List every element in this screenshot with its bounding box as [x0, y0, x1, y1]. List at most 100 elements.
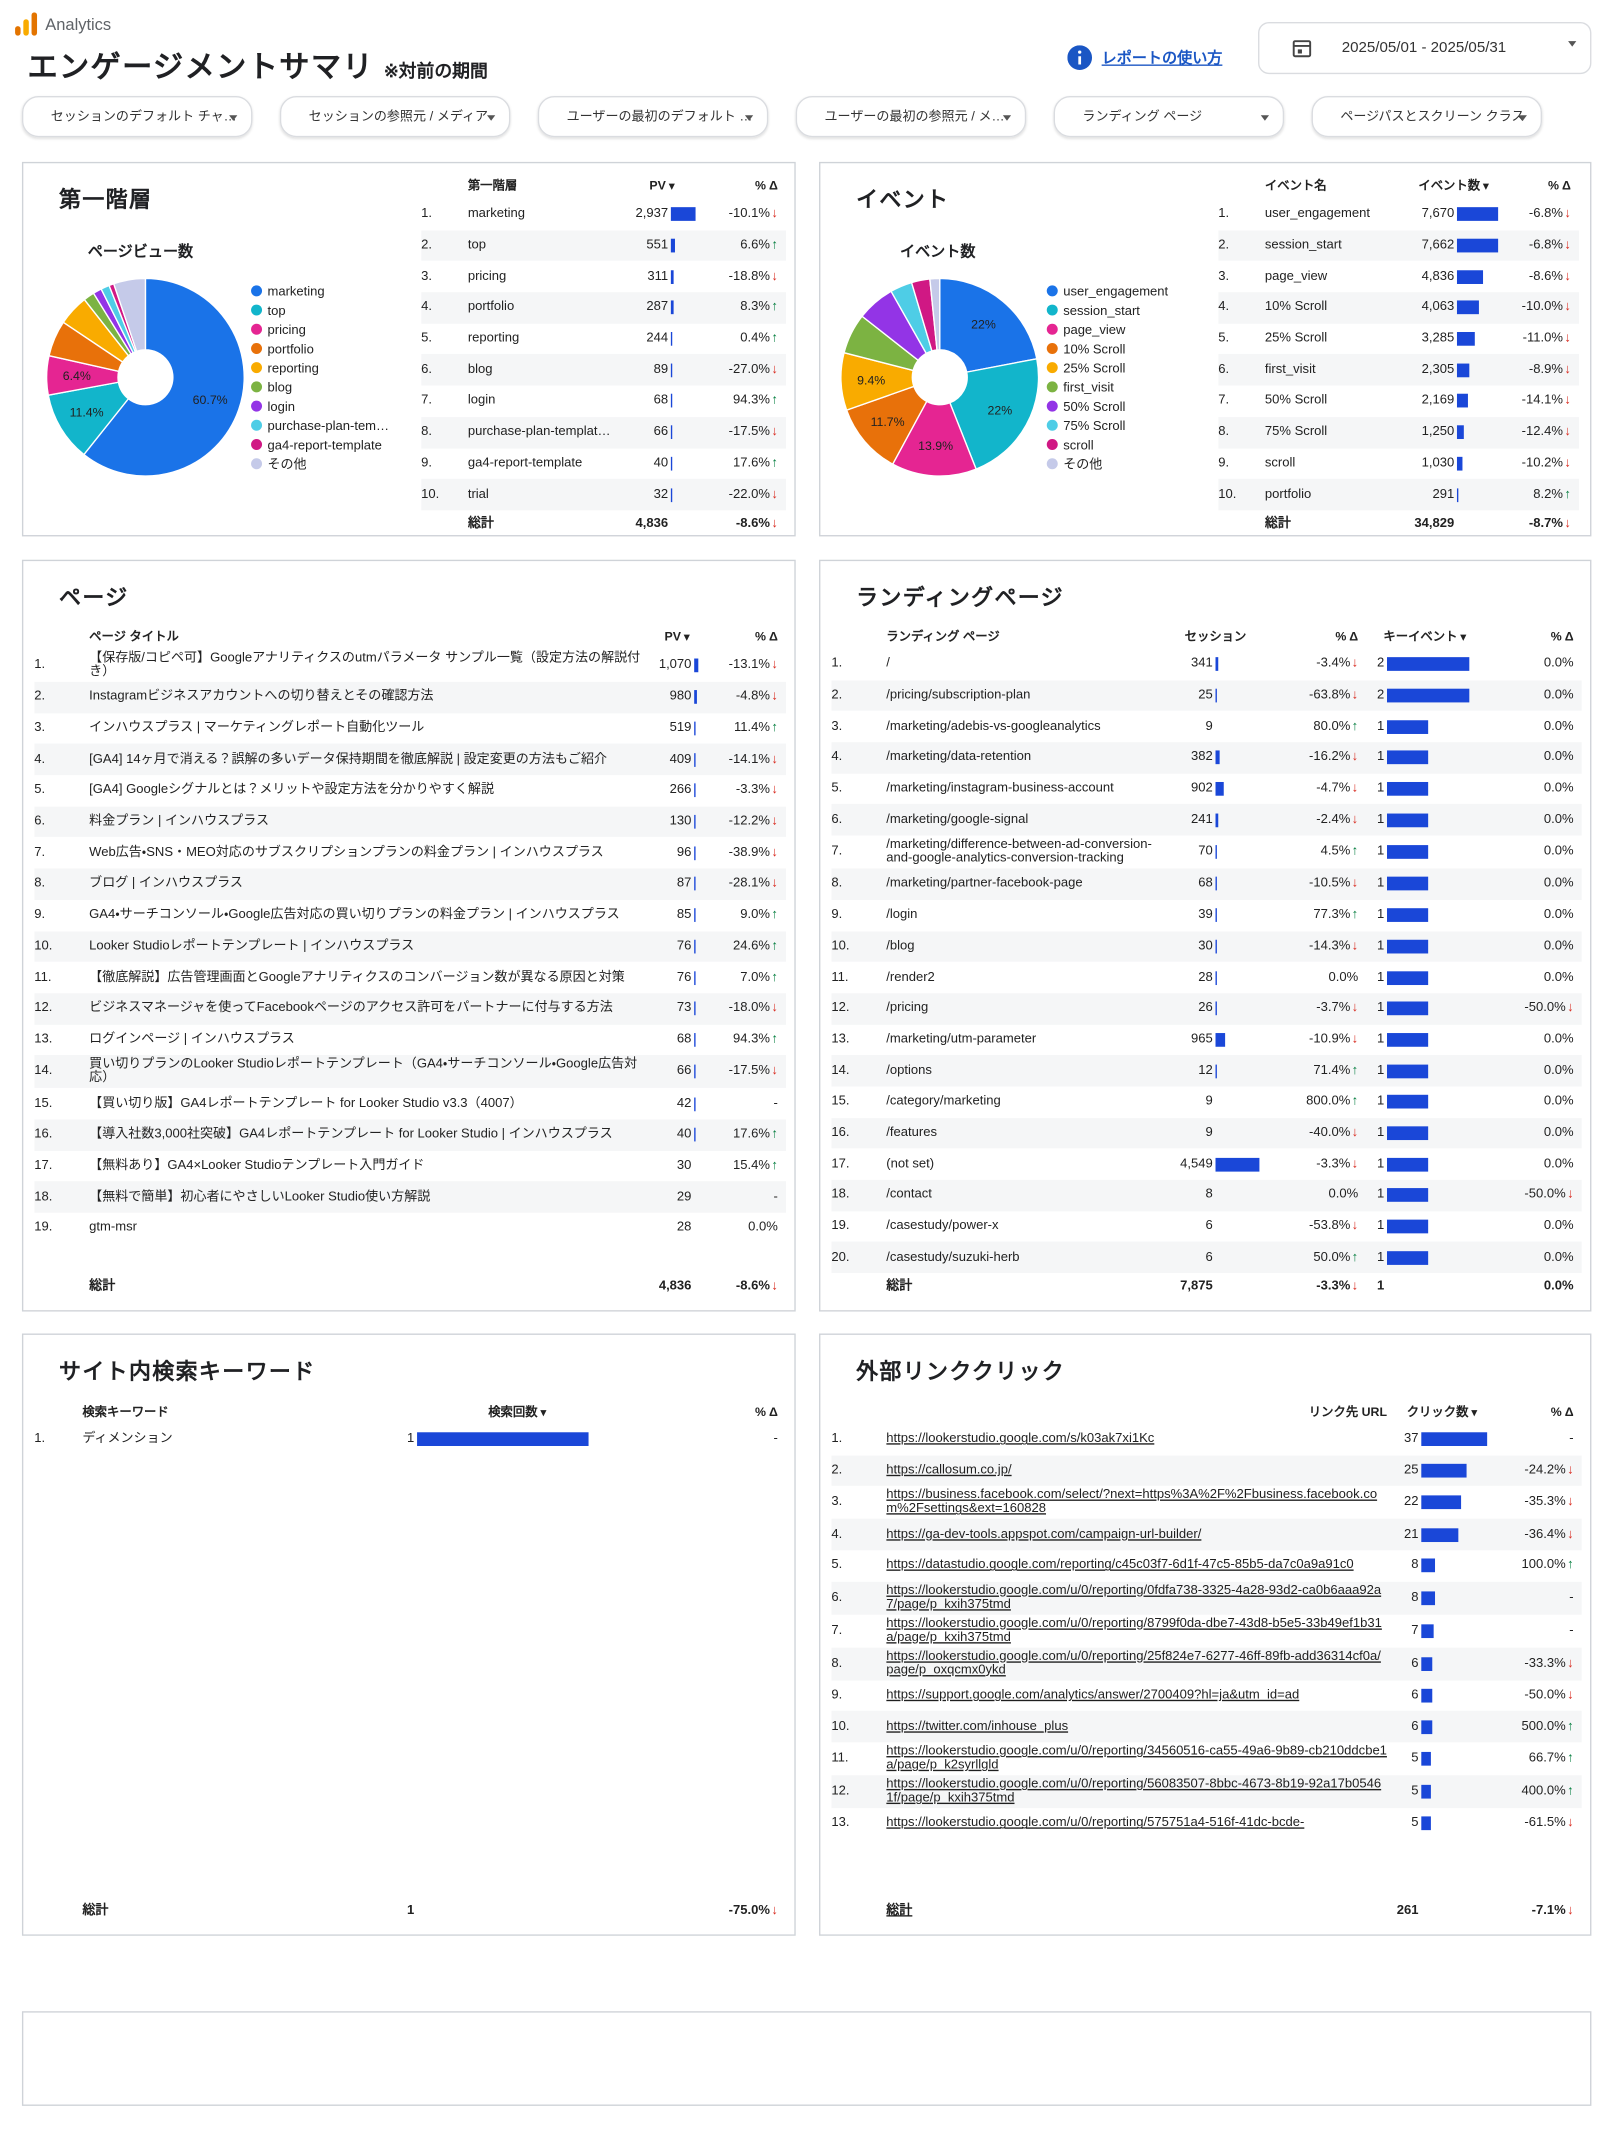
table-row: 3. https://business.facebook.com/select/?…: [831, 1486, 1581, 1519]
filter-dropdown[interactable]: ユーザーの最初のデフォルト …: [537, 96, 769, 138]
filter-dropdown[interactable]: セッションのデフォルト チャ…: [21, 96, 253, 138]
url-link[interactable]: https://lookerstudio.google.com/u/0/repo…: [886, 1648, 1381, 1678]
number-cell: 40: [646, 1125, 708, 1144]
table-body: 1. ディメンション 1 -: [34, 1424, 786, 1890]
help-link[interactable]: レポートの使い方: [1101, 50, 1223, 68]
change: -13.1%: [728, 657, 770, 673]
column-header[interactable]: イベント名: [1264, 178, 1327, 193]
column-header[interactable]: PV: [646, 626, 708, 647]
column-header[interactable]: セッション: [1184, 629, 1247, 644]
number-cell: 2: [1366, 686, 1483, 705]
bar: [1421, 1720, 1432, 1734]
column-header[interactable]: % Δ: [1548, 178, 1571, 193]
url-link[interactable]: https://lookerstudio.google.com/u/0/repo…: [886, 1582, 1382, 1612]
table-body: 1. user_engagement 7,670 -6.8% 2. session_sta…: [1218, 199, 1580, 515]
table-row: 7. https://lookerstudio.google.com/u/0/re…: [831, 1614, 1581, 1647]
number: 5: [1411, 1750, 1419, 1766]
bar: [1421, 1688, 1432, 1703]
column-header[interactable]: % Δ: [1550, 1404, 1574, 1419]
url-link[interactable]: https://callosum.co.jp/: [886, 1462, 1012, 1478]
column-header[interactable]: % Δ: [755, 629, 778, 644]
change: -10.2%: [1521, 455, 1563, 471]
change-cell: 0.0%: [1483, 1277, 1582, 1296]
url-link[interactable]: https://lookerstudio.google.com/u/0/repo…: [886, 1615, 1382, 1645]
change-cell: -18.0%: [708, 999, 786, 1018]
url-link[interactable]: https://support.google.com/analytics/ans…: [886, 1687, 1300, 1703]
number: 39: [1198, 907, 1213, 923]
change-arrow: [770, 720, 778, 735]
bar: [1215, 782, 1225, 796]
url-link[interactable]: https://twitter.com/inhouse_plus: [886, 1718, 1069, 1734]
number: 1: [1376, 843, 1385, 859]
column-header[interactable]: 第一階層: [467, 178, 518, 193]
row-number: 8.: [831, 875, 843, 892]
column-header[interactable]: % Δ: [1335, 629, 1359, 644]
change-cell: -8.7%: [1505, 514, 1579, 533]
bar: [1387, 1095, 1429, 1109]
table-row: 8. https://lookerstudio.google.com/u/0/re…: [831, 1647, 1582, 1681]
url-link[interactable]: https://lookerstudio.google.com/s/k03ak7…: [886, 1431, 1155, 1447]
column-header[interactable]: ページ タイトル: [89, 629, 179, 644]
table-row: 2. session_start 7,662 -6.8%: [1218, 230, 1580, 262]
column-header[interactable]: イベント数: [1402, 175, 1505, 196]
column-header[interactable]: % Δ: [1550, 629, 1574, 644]
date-picker[interactable]: 2025/05/01 - 2025/05/31: [1258, 21, 1592, 75]
column-header[interactable]: キーイベント: [1366, 626, 1483, 647]
change-arrow: [1350, 656, 1358, 671]
change-cell: -8.6%: [705, 514, 786, 533]
change-arrow: [770, 1000, 778, 1015]
bar: [1421, 1495, 1461, 1510]
bar-track: [694, 752, 708, 767]
column-header[interactable]: % Δ: [755, 178, 778, 193]
filter-dropdown[interactable]: セッションの参照元 / メディア: [279, 96, 511, 138]
url-link[interactable]: https://datastudio.google.com/reporting/…: [886, 1557, 1354, 1573]
legend-label: portfolio: [268, 341, 314, 356]
column-header[interactable]: クリック数: [1387, 1401, 1497, 1422]
number: 241: [1191, 811, 1213, 827]
number-cell: 1: [398, 1901, 637, 1920]
table-row: 12. https://lookerstudio.google.com/u/0/r…: [831, 1775, 1582, 1809]
info-icon[interactable]: [1067, 45, 1093, 70]
legend-swatch: [251, 439, 263, 450]
number-cell: 409: [646, 750, 708, 769]
number-cell: 21: [1387, 1525, 1497, 1544]
change: 15.4%: [733, 1157, 770, 1173]
number-cell: 1: [1366, 810, 1483, 829]
url-link[interactable]: 総計: [886, 1902, 913, 1918]
row-number: 14.: [831, 1062, 850, 1078]
column-header[interactable]: リンク先 URL: [1308, 1404, 1388, 1419]
url-link[interactable]: https://ga-dev-tools.appspot.com/campaig…: [886, 1526, 1202, 1542]
legend-swatch: [1046, 400, 1058, 412]
column-header[interactable]: PV: [619, 175, 705, 196]
total-spacer: [831, 1908, 886, 1913]
url-link[interactable]: https://lookerstudio.google.com/u/0/repo…: [886, 1776, 1382, 1806]
url-link[interactable]: https://lookerstudio.google.com/u/0/repo…: [886, 1815, 1305, 1831]
change: -: [1569, 1622, 1574, 1638]
row-number: 10.: [831, 938, 850, 954]
change: 77.3%: [1313, 907, 1351, 923]
bar-track: [694, 658, 708, 673]
change: 100.0%: [1521, 1557, 1566, 1573]
change-cell: 66.7%: [1497, 1749, 1582, 1768]
row-number: 9.: [1218, 455, 1230, 471]
change-cell: -6.8%: [1505, 205, 1579, 224]
column-header[interactable]: 検索回数: [398, 1401, 637, 1422]
filter-dropdown[interactable]: ランディング ページ: [1053, 96, 1285, 138]
change: 0.0%: [1543, 843, 1574, 859]
url-link[interactable]: https://business.facebook.com/select/?ne…: [886, 1487, 1378, 1517]
column-header[interactable]: % Δ: [755, 1404, 778, 1419]
total-spacer: [831, 1284, 886, 1289]
url-link[interactable]: https://lookerstudio.google.com/u/0/repo…: [886, 1743, 1387, 1773]
filter-dropdown[interactable]: ページパスとスクリーン クラス: [1311, 96, 1543, 138]
column-header[interactable]: ランディング ページ: [886, 629, 1000, 644]
bar-track: [1215, 688, 1271, 703]
column-header[interactable]: 検索キーワード: [82, 1404, 169, 1419]
change: -7.1%: [1531, 1902, 1566, 1918]
change-arrow: [1350, 876, 1358, 891]
bar: [694, 658, 698, 673]
change: 0.0%: [1543, 718, 1574, 734]
change-cell: 17.6%: [708, 1125, 786, 1144]
filter-dropdown[interactable]: ユーザーの最初の参照元 / メ…: [795, 96, 1027, 138]
change-arrow: [770, 1064, 778, 1079]
table-row: 10. trial 32 -22.0%: [421, 479, 787, 511]
